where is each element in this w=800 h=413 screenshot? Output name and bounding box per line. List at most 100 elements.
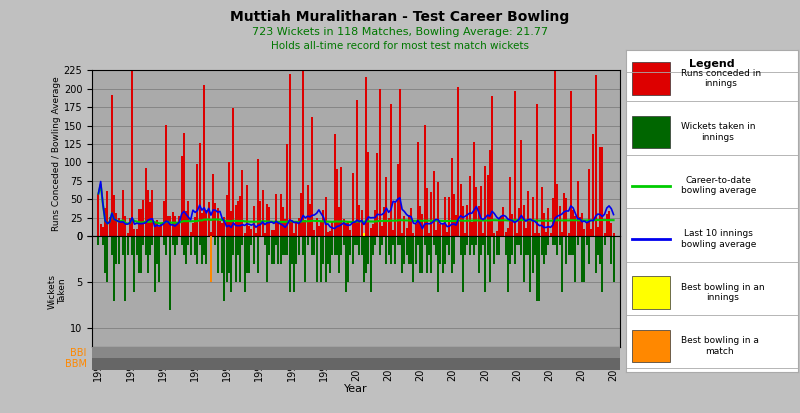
Bar: [520, 140, 522, 236]
Bar: [320, 236, 322, 282]
Bar: [466, 236, 468, 245]
Bar: [586, 236, 587, 245]
Bar: [525, 228, 527, 236]
Bar: [363, 236, 365, 282]
Bar: [543, 236, 545, 264]
Bar: [583, 236, 586, 282]
Bar: [120, 221, 122, 236]
Bar: [306, 185, 309, 236]
Bar: [194, 236, 196, 255]
Bar: [203, 85, 205, 236]
Bar: [556, 184, 558, 236]
Bar: [633, 330, 670, 362]
Bar: [570, 91, 572, 236]
Bar: [547, 236, 550, 245]
Bar: [158, 236, 160, 282]
Bar: [554, 236, 556, 245]
Bar: [165, 236, 167, 255]
Bar: [471, 236, 473, 245]
Bar: [187, 236, 190, 245]
Bar: [295, 223, 298, 236]
Text: BBI: BBI: [70, 348, 86, 358]
Bar: [417, 142, 419, 236]
Bar: [197, 164, 198, 236]
Y-axis label: Runs Conceded / Bowling Average: Runs Conceded / Bowling Average: [52, 76, 61, 230]
Bar: [325, 236, 326, 282]
Bar: [394, 203, 396, 236]
Bar: [464, 233, 466, 236]
Bar: [577, 236, 578, 245]
Bar: [386, 178, 387, 236]
Bar: [282, 207, 284, 236]
Bar: [581, 236, 583, 282]
Bar: [530, 236, 531, 292]
Bar: [502, 206, 504, 236]
Bar: [475, 187, 478, 236]
Bar: [154, 222, 156, 236]
Bar: [233, 236, 234, 255]
Bar: [579, 217, 581, 236]
Bar: [439, 236, 442, 264]
Bar: [534, 233, 536, 236]
Bar: [109, 216, 110, 236]
Bar: [156, 236, 158, 264]
Bar: [424, 126, 426, 236]
Bar: [507, 236, 509, 292]
Bar: [390, 236, 392, 264]
Bar: [574, 236, 576, 282]
Bar: [610, 223, 612, 236]
Bar: [401, 236, 403, 273]
Bar: [381, 236, 383, 245]
Bar: [269, 207, 270, 236]
Bar: [531, 197, 534, 236]
Bar: [206, 236, 207, 264]
Bar: [129, 218, 131, 236]
Bar: [494, 236, 495, 264]
Bar: [206, 210, 207, 236]
Bar: [275, 236, 277, 245]
Bar: [558, 206, 561, 236]
Y-axis label: Wickets
Taken: Wickets Taken: [48, 274, 67, 309]
Bar: [633, 276, 670, 309]
Bar: [269, 236, 270, 255]
Bar: [322, 211, 324, 236]
Bar: [383, 206, 385, 236]
Bar: [336, 236, 338, 255]
Bar: [170, 216, 171, 236]
Bar: [378, 89, 381, 236]
Bar: [223, 217, 226, 236]
Bar: [505, 232, 506, 236]
Bar: [242, 236, 243, 245]
Bar: [613, 236, 614, 282]
Bar: [309, 204, 311, 236]
Bar: [210, 232, 212, 236]
Bar: [234, 205, 237, 236]
Bar: [484, 166, 486, 236]
Bar: [246, 236, 248, 273]
Bar: [289, 236, 290, 292]
Bar: [386, 236, 387, 264]
Bar: [518, 208, 520, 236]
Text: Career-to-date
bowling average: Career-to-date bowling average: [681, 176, 756, 195]
Bar: [138, 236, 140, 273]
Bar: [361, 210, 362, 236]
Bar: [131, 236, 133, 255]
Bar: [486, 175, 489, 236]
Bar: [104, 236, 106, 273]
Bar: [414, 223, 417, 236]
Bar: [545, 232, 547, 236]
Bar: [151, 236, 154, 245]
Bar: [246, 185, 248, 236]
Bar: [469, 176, 470, 236]
Bar: [458, 87, 459, 236]
Bar: [270, 230, 273, 236]
Bar: [197, 236, 198, 264]
Bar: [208, 202, 210, 236]
Bar: [248, 236, 250, 273]
Bar: [437, 236, 439, 292]
Bar: [284, 218, 286, 236]
Bar: [566, 197, 567, 236]
Bar: [142, 200, 145, 236]
Bar: [98, 236, 99, 245]
Bar: [428, 233, 430, 236]
